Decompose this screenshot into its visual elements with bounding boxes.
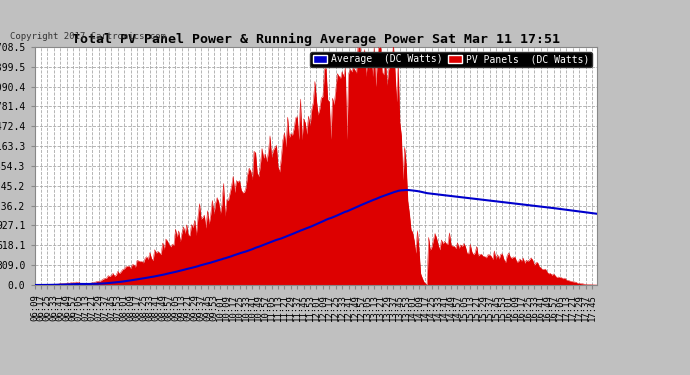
- Text: Copyright 2017 Cartronics.com: Copyright 2017 Cartronics.com: [10, 32, 166, 41]
- Title: Total PV Panel Power & Running Average Power Sat Mar 11 17:51: Total PV Panel Power & Running Average P…: [72, 33, 560, 46]
- Legend: Average  (DC Watts), PV Panels  (DC Watts): Average (DC Watts), PV Panels (DC Watts): [310, 52, 592, 67]
